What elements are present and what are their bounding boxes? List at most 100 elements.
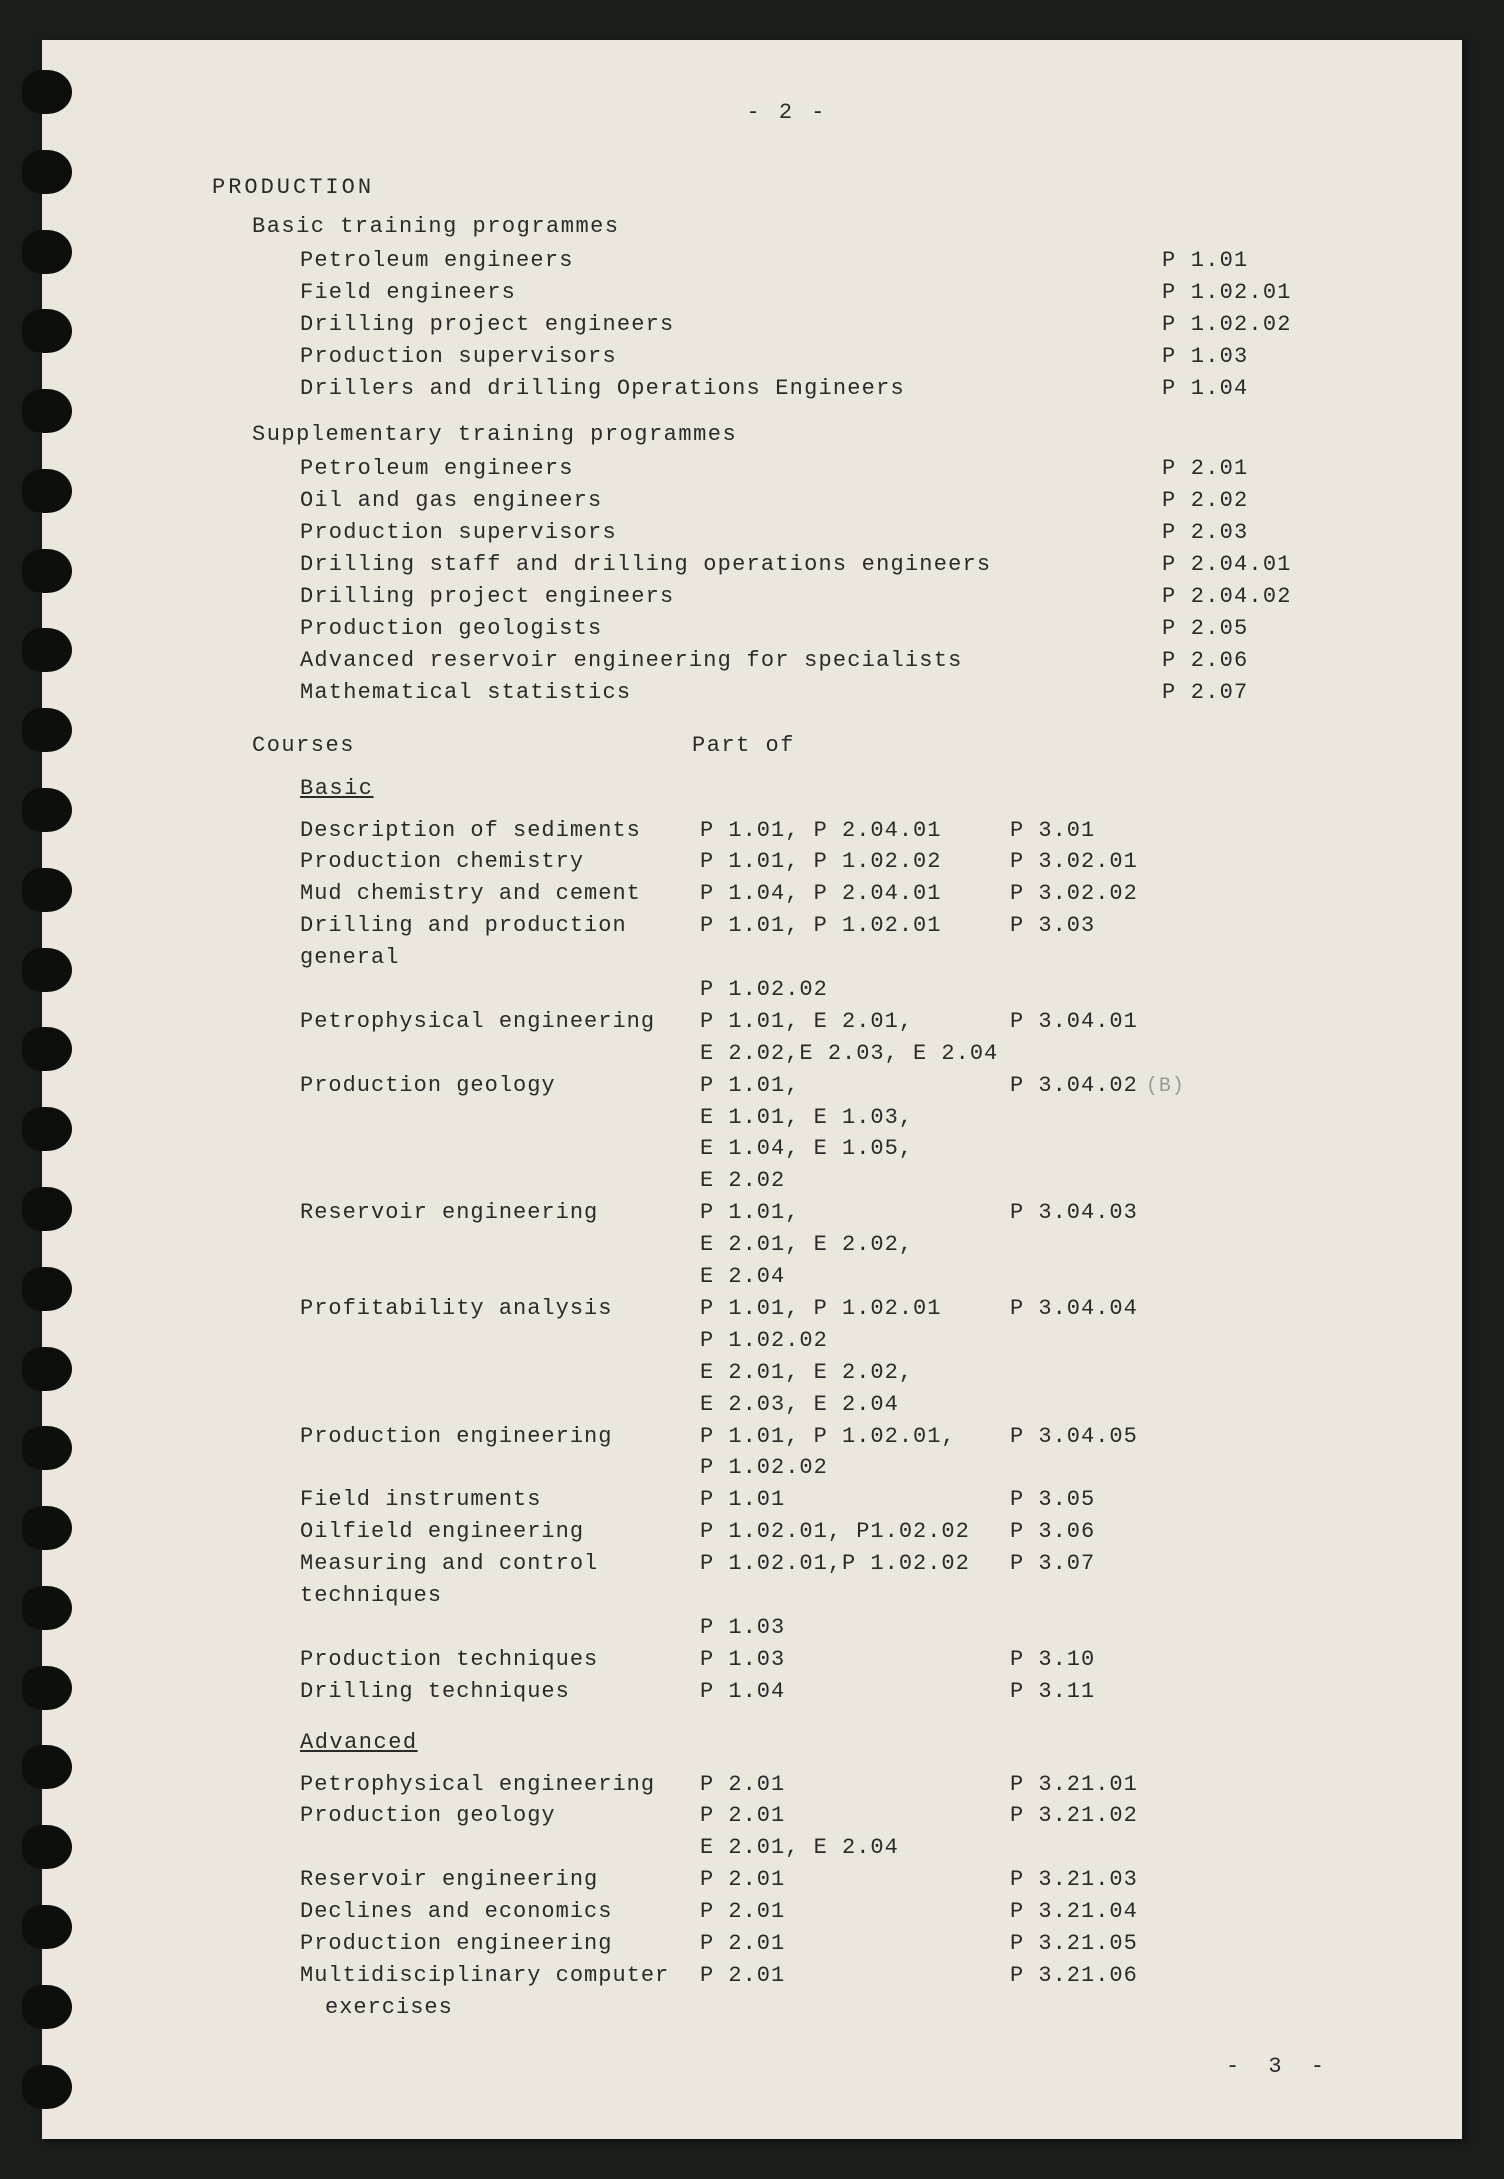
item-row: Drilling staff and drilling operations e… <box>300 549 1362 581</box>
course-row: exercises <box>300 1992 1362 2024</box>
course-row: P 1.03 <box>300 1612 1362 1644</box>
binder-hole <box>22 70 72 114</box>
item-list: Petroleum engineersP 2.01Oil and gas eng… <box>300 453 1362 708</box>
item-code: P 2.03 <box>1162 517 1362 549</box>
course-name <box>300 1229 700 1261</box>
course-row: E 2.04 <box>300 1261 1362 1293</box>
course-partof: P 2.01 <box>700 1769 1010 1801</box>
course-code: P 3.03 <box>1010 910 1362 974</box>
binder-hole <box>22 150 72 194</box>
course-partof: P 1.01, <box>700 1070 1010 1102</box>
item-label: Field engineers <box>300 277 1162 309</box>
course-row: Production geologyP 1.01,P 3.04.02(B) <box>300 1070 1362 1102</box>
item-label: Petroleum engineers <box>300 245 1162 277</box>
course-name: Measuring and control techniques <box>300 1548 700 1612</box>
item-label: Petroleum engineers <box>300 453 1162 485</box>
course-code <box>1010 1992 1362 2024</box>
course-row: Reservoir engineeringP 1.01,P 3.04.03 <box>300 1197 1362 1229</box>
course-row: Production chemistryP 1.01, P 1.02.02P 3… <box>300 846 1362 878</box>
course-code: P 3.07 <box>1010 1548 1362 1612</box>
course-row: P 1.02.02 <box>300 1452 1362 1484</box>
course-row: Oilfield engineeringP 1.02.01, P1.02.02P… <box>300 1516 1362 1548</box>
course-code: P 3.05 <box>1010 1484 1362 1516</box>
course-code: P 3.10 <box>1010 1644 1362 1676</box>
subsection: Basic training programmes Petroleum engin… <box>252 214 1362 404</box>
course-name <box>300 1389 700 1421</box>
course-name <box>300 1102 700 1134</box>
subsection-title: Basic training programmes <box>252 214 1362 239</box>
course-name: Reservoir engineering <box>300 1864 700 1896</box>
binder-hole <box>22 1027 72 1071</box>
courses-header: Courses Part of <box>252 733 1362 758</box>
course-name <box>300 1832 700 1864</box>
course-row: Measuring and control techniquesP 1.02.0… <box>300 1548 1362 1612</box>
course-partof: P 2.01 <box>700 1928 1010 1960</box>
item-label: Drilling project engineers <box>300 309 1162 341</box>
course-code <box>1010 1102 1362 1134</box>
course-row: Drilling techniquesP 1.04P 3.11 <box>300 1676 1362 1708</box>
binder-hole <box>22 1905 72 1949</box>
course-row: Field instrumentsP 1.01P 3.05 <box>300 1484 1362 1516</box>
binder-hole <box>22 1506 72 1550</box>
item-code: P 2.04.01 <box>1162 549 1362 581</box>
course-name: Petrophysical engineering <box>300 1006 700 1038</box>
course-partof: P 1.04 <box>700 1676 1010 1708</box>
category-title: Advanced <box>300 1730 1362 1755</box>
binder-hole <box>22 1107 72 1151</box>
course-code: P 3.21.05 <box>1010 1928 1362 1960</box>
item-label: Oil and gas engineers <box>300 485 1162 517</box>
binder-hole <box>22 1825 72 1869</box>
subsection-title: Supplementary training programmes <box>252 422 1362 447</box>
course-partof: E 1.04, E 1.05, <box>700 1133 1010 1165</box>
course-code <box>1010 1261 1362 1293</box>
course-name <box>300 1165 700 1197</box>
item-code: P 1.04 <box>1162 373 1362 405</box>
course-row: E 2.02,E 2.03, E 2.04 <box>300 1038 1362 1070</box>
category-title: Basic <box>300 776 1362 801</box>
course-name <box>300 1038 700 1070</box>
item-row: Oil and gas engineersP 2.02 <box>300 485 1362 517</box>
course-partof: E 2.02 <box>700 1165 1010 1197</box>
course-partof: E 2.01, E 2.04 <box>700 1832 1010 1864</box>
course-partof: E 2.04 <box>700 1261 1010 1293</box>
course-partof: P 1.02.02 <box>700 1452 1010 1484</box>
binder-hole <box>22 230 72 274</box>
course-code: P 3.21.03 <box>1010 1864 1362 1896</box>
section-header: PRODUCTION <box>212 175 1362 200</box>
course-name: Production geology <box>300 1070 700 1102</box>
course-name: Production techniques <box>300 1644 700 1676</box>
course-code <box>1010 1133 1362 1165</box>
course-partof: P 1.01, P 1.02.01 <box>700 910 1010 974</box>
course-name: Drilling and production general <box>300 910 700 974</box>
binder-hole <box>22 1586 72 1630</box>
course-code: P 3.21.01 <box>1010 1769 1362 1801</box>
course-row: Multidisciplinary computerP 2.01P 3.21.0… <box>300 1960 1362 1992</box>
course-code <box>1010 1165 1362 1197</box>
annotation: (B) <box>1146 1075 1185 1098</box>
course-code: P 3.21.04 <box>1010 1896 1362 1928</box>
item-row: Field engineersP 1.02.01 <box>300 277 1362 309</box>
partof-label: Part of <box>692 733 1362 758</box>
course-code: P 3.02.02 <box>1010 878 1362 910</box>
course-code: P 3.04.05 <box>1010 1421 1362 1453</box>
course-name: Production chemistry <box>300 846 700 878</box>
course-name: Field instruments <box>300 1484 700 1516</box>
item-row: Production supervisorsP 1.03 <box>300 341 1362 373</box>
course-row: E 2.01, E 2.04 <box>300 1832 1362 1864</box>
courses-label: Courses <box>252 733 692 758</box>
course-name <box>300 1261 700 1293</box>
course-code <box>1010 1612 1362 1644</box>
item-row: Production supervisorsP 2.03 <box>300 517 1362 549</box>
course-partof: P 2.01 <box>700 1960 1010 1992</box>
binder-hole <box>22 868 72 912</box>
course-row: Production engineeringP 2.01P 3.21.05 <box>300 1928 1362 1960</box>
page-number-top: - 2 - <box>212 100 1362 125</box>
binder-hole <box>22 788 72 832</box>
item-code: P 1.03 <box>1162 341 1362 373</box>
item-code: P 1.01 <box>1162 245 1362 277</box>
course-row: E 2.03, E 2.04 <box>300 1389 1362 1421</box>
item-row: Mathematical statisticsP 2.07 <box>300 677 1362 709</box>
course-code <box>1010 1452 1362 1484</box>
course-partof: P 1.01, P 1.02.02 <box>700 846 1010 878</box>
binder-hole <box>22 948 72 992</box>
